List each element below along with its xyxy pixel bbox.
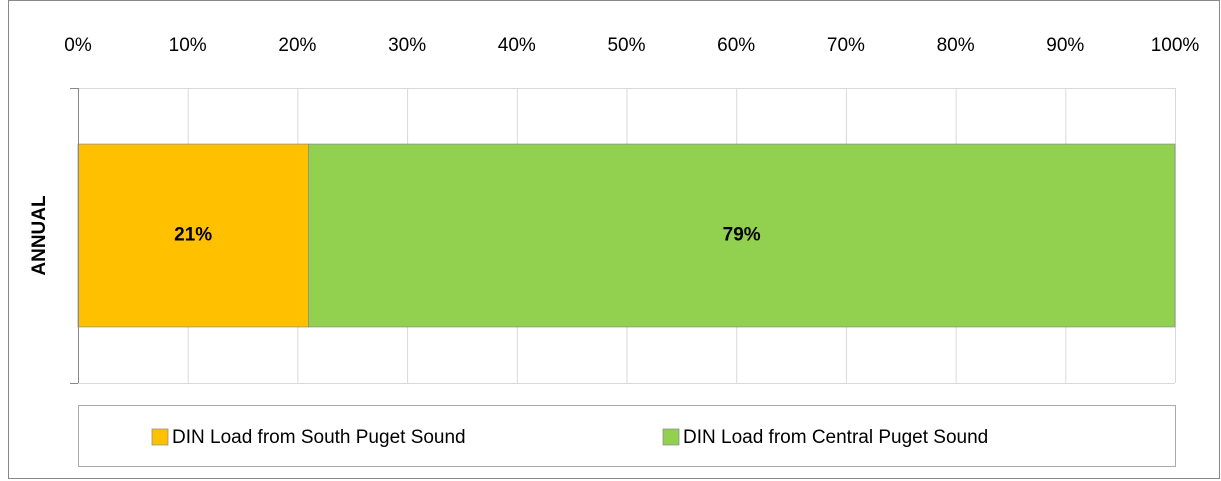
x-tick-label: 100% bbox=[1151, 35, 1200, 56]
legend-swatch bbox=[151, 428, 169, 446]
x-tick-label: 50% bbox=[607, 35, 645, 56]
legend-box bbox=[78, 405, 1176, 467]
data-label: 21% bbox=[174, 225, 212, 246]
y-tick-label: ANNUAL bbox=[29, 195, 50, 276]
bar-segment bbox=[77, 143, 309, 328]
bar-segment bbox=[308, 143, 1176, 328]
legend-swatch bbox=[662, 428, 680, 446]
x-tick-label: 10% bbox=[169, 35, 207, 56]
x-tick-label: 30% bbox=[388, 35, 426, 56]
x-tick-label: 60% bbox=[717, 35, 755, 56]
x-tick-label: 0% bbox=[64, 35, 92, 56]
x-tick-label: 20% bbox=[278, 35, 316, 56]
legend-label: DIN Load from Central Puget Sound bbox=[683, 427, 988, 448]
x-tick-label: 80% bbox=[937, 35, 975, 56]
x-tick-label: 40% bbox=[498, 35, 536, 56]
x-tick-label: 90% bbox=[1046, 35, 1084, 56]
data-label: 79% bbox=[723, 225, 761, 246]
x-tick-label: 70% bbox=[827, 35, 865, 56]
legend-label: DIN Load from South Puget Sound bbox=[172, 427, 466, 448]
